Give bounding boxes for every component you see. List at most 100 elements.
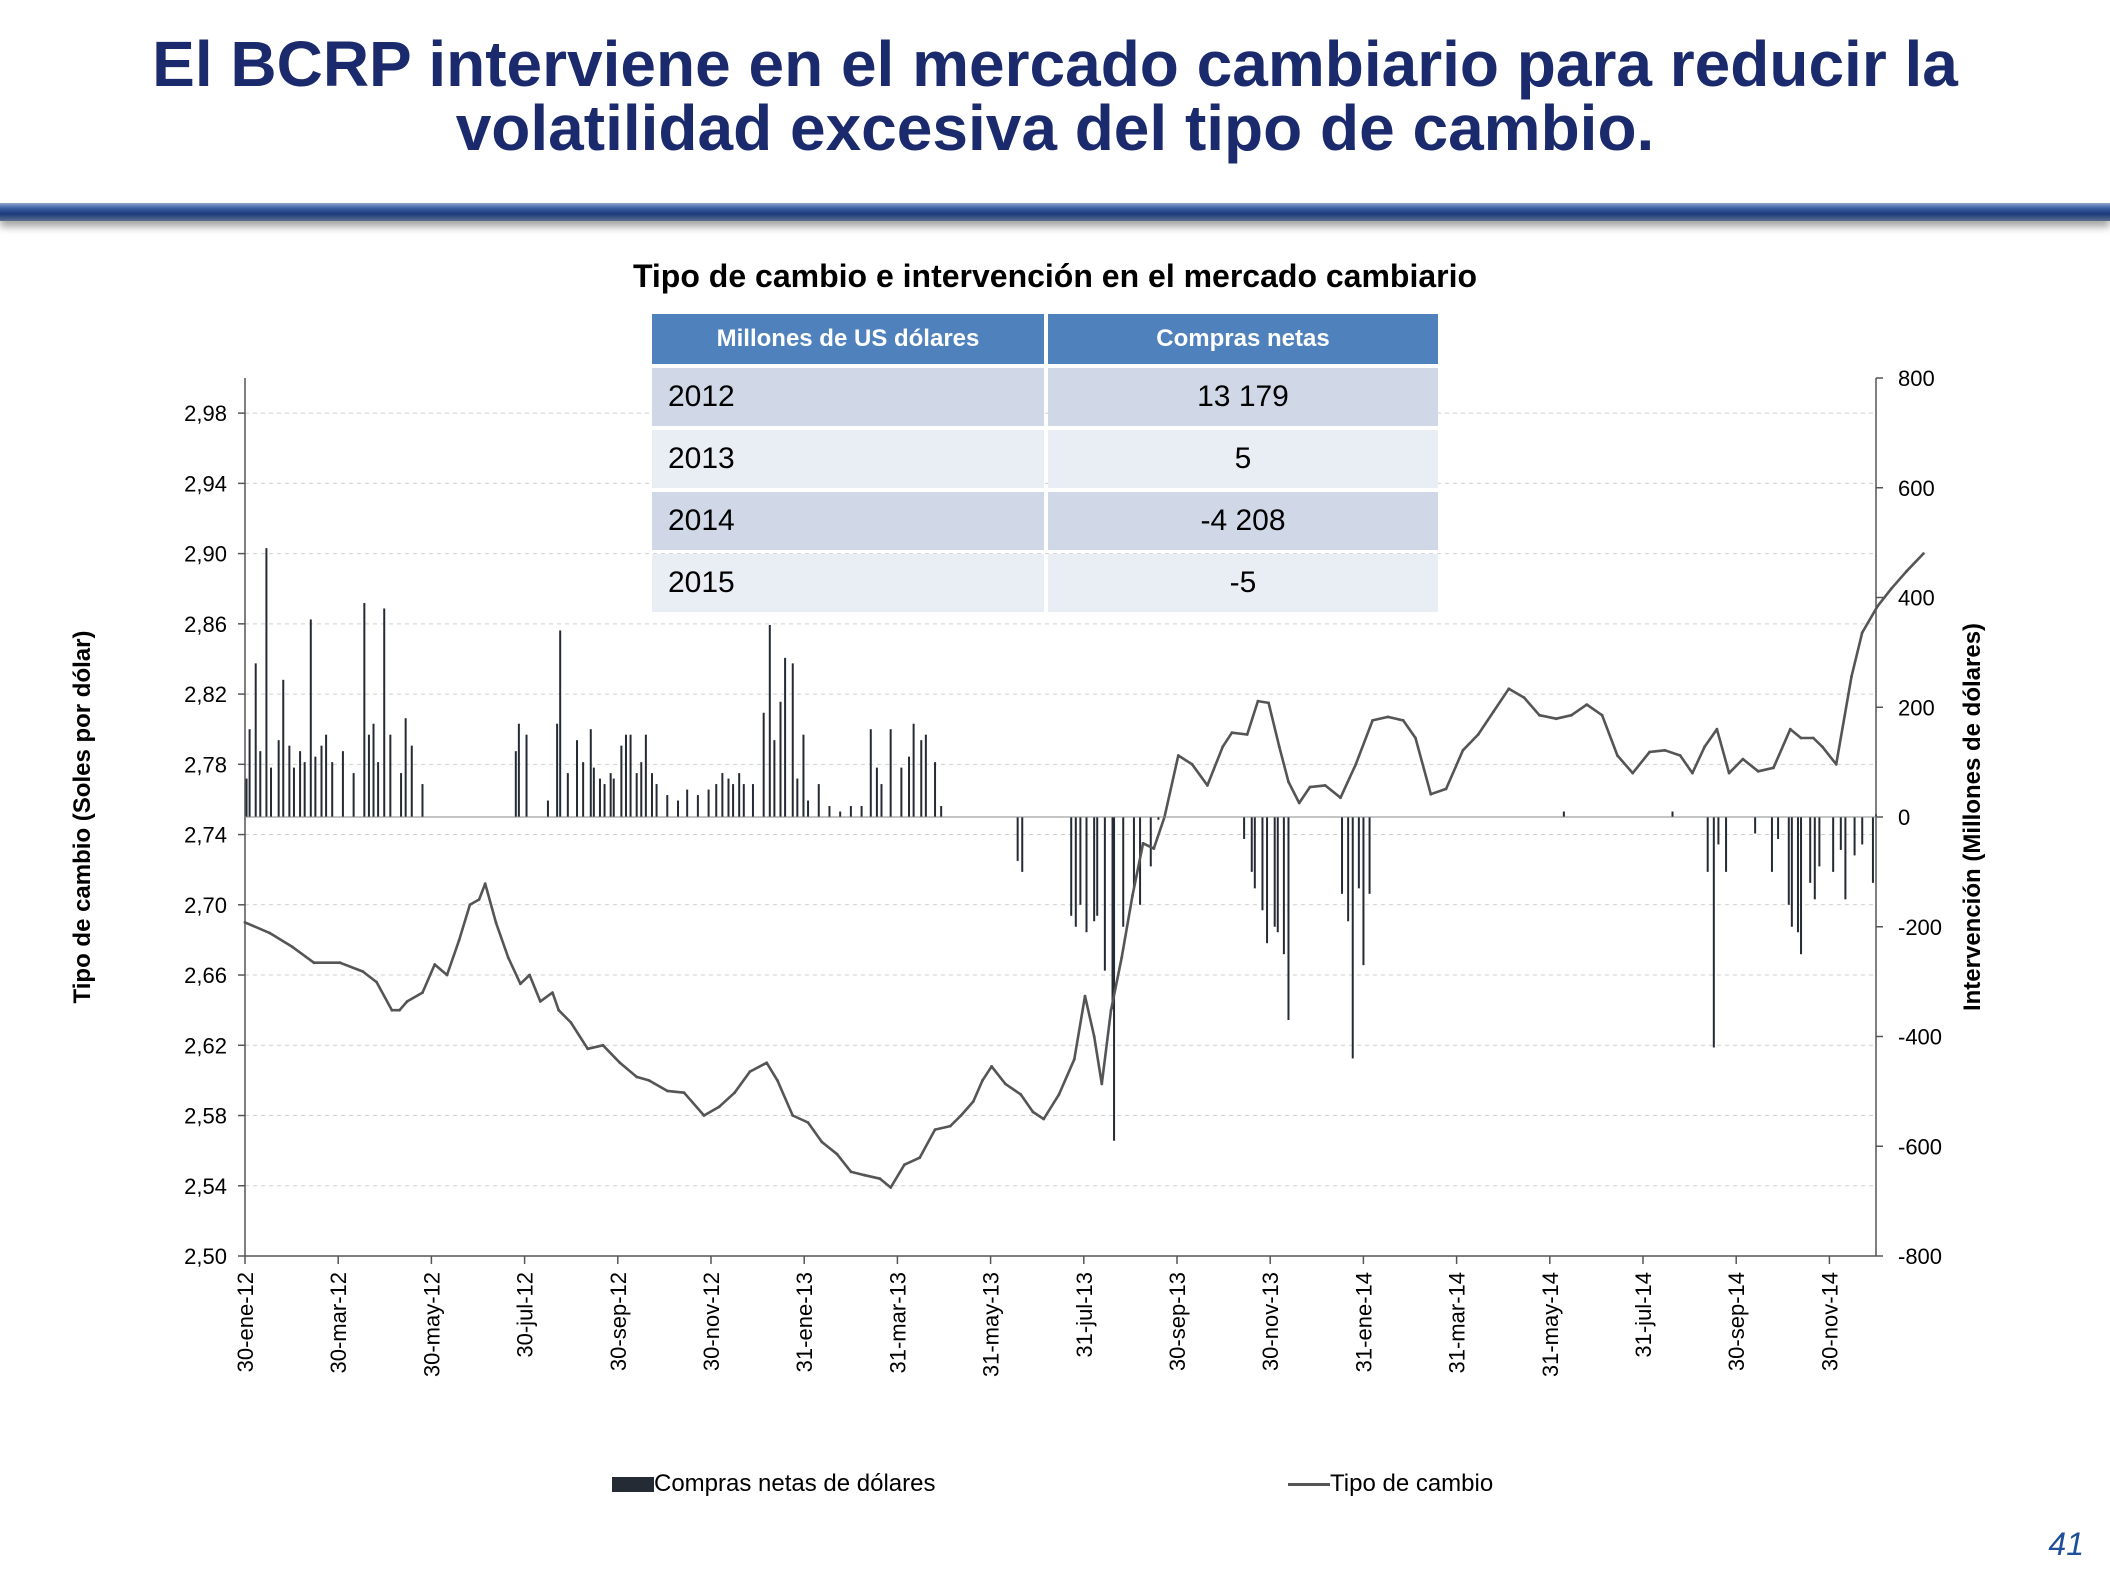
bar <box>546 800 549 817</box>
legend-item-line: Tipo de cambio <box>1288 1470 1493 1498</box>
line-point <box>1339 796 1342 800</box>
x-tick-label: 30-sep-14 <box>1724 1272 1749 1371</box>
bar <box>640 762 643 817</box>
y-left-tick-label: 2,82 <box>184 682 227 707</box>
y-right-tick-label: 600 <box>1898 476 1935 501</box>
x-tick-label: 30-nov-12 <box>699 1272 724 1371</box>
line-point <box>1905 569 1908 573</box>
bar <box>635 773 638 817</box>
x-tick-label: 31-may-14 <box>1538 1272 1563 1377</box>
line-point <box>405 1000 409 1003</box>
line-point <box>1072 1057 1076 1061</box>
bar <box>1796 817 1799 933</box>
bar <box>1706 817 1709 872</box>
bar <box>248 729 251 817</box>
bar <box>1016 817 1019 861</box>
bar <box>1832 817 1835 872</box>
bar <box>696 795 699 817</box>
bar <box>265 548 268 817</box>
y-left-tick-label: 2,78 <box>184 752 227 777</box>
line-point <box>1600 713 1604 717</box>
slide-title: El BCRP interviene en el mercado cambiar… <box>0 32 2110 160</box>
line-point <box>1386 715 1390 719</box>
line-point <box>1190 762 1194 766</box>
bar <box>791 663 794 817</box>
bar <box>1777 817 1780 839</box>
bar <box>314 756 317 817</box>
bar <box>1111 817 1114 1010</box>
bar <box>644 734 647 817</box>
line-point <box>933 1128 937 1131</box>
y-left-axis-title: Tipo de cambio (Soles por dólar) <box>69 631 96 1004</box>
page-number: 41 <box>2048 1526 2084 1562</box>
bar <box>773 740 776 817</box>
line-point <box>1287 780 1290 784</box>
line-point <box>1083 994 1087 998</box>
line-point <box>635 1075 639 1079</box>
bar <box>383 608 386 817</box>
bar <box>742 784 745 817</box>
bar <box>576 740 579 817</box>
line-point <box>1860 631 1864 634</box>
bar <box>288 745 291 817</box>
legend-label-line: Tipo de cambio <box>1330 1470 1494 1497</box>
line-point <box>1297 801 1301 805</box>
bar <box>331 762 334 817</box>
table-cell-year: 2015 <box>652 554 1044 612</box>
line-point <box>702 1114 706 1117</box>
line-point <box>717 1105 721 1109</box>
bar <box>277 740 280 817</box>
bar <box>751 784 754 817</box>
line-point <box>1092 1035 1096 1038</box>
bar <box>245 778 248 817</box>
bar <box>1368 817 1371 894</box>
bar <box>1261 817 1264 911</box>
line-point <box>1663 748 1667 752</box>
line-point <box>682 1091 686 1095</box>
line-point <box>1850 675 1853 678</box>
bar <box>282 679 285 817</box>
bar <box>732 784 735 817</box>
line-point <box>1522 696 1526 699</box>
line-point <box>748 1070 752 1073</box>
bar <box>1562 811 1565 817</box>
bar <box>802 734 805 817</box>
line-point <box>1703 745 1706 749</box>
line-point <box>1277 745 1281 749</box>
line-point <box>1019 1093 1023 1096</box>
bar <box>309 619 312 817</box>
bar <box>1844 817 1847 900</box>
bar <box>1809 817 1812 883</box>
line-point <box>981 1079 984 1082</box>
bar <box>817 784 820 817</box>
table-row: 2013 5 <box>652 430 1438 488</box>
bar <box>352 773 355 817</box>
y-left-tick-label: 2,74 <box>184 823 227 848</box>
bar <box>400 773 403 817</box>
bar <box>1021 817 1024 872</box>
y-left-tick-label: 2,58 <box>184 1104 227 1129</box>
bar <box>721 773 724 817</box>
bar <box>860 806 863 817</box>
legend: Compras netas de dólares Tipo de cambio <box>0 1470 2110 1504</box>
bar <box>762 712 765 817</box>
bar <box>1250 817 1253 872</box>
x-tick-label: 31-ene-13 <box>792 1272 817 1372</box>
bar <box>254 663 257 817</box>
line-point <box>849 1170 853 1174</box>
axes <box>238 377 1883 1264</box>
line-point <box>1741 757 1745 761</box>
x-tick-label: 31-mar-14 <box>1445 1272 1470 1373</box>
line-point <box>528 973 531 977</box>
bar <box>1096 817 1099 916</box>
line-point <box>1834 762 1838 766</box>
line-point <box>1876 604 1879 608</box>
x-tick-label: 30-sep-13 <box>1165 1272 1190 1371</box>
y-left-tick-label: 2,98 <box>184 401 227 426</box>
line-point <box>519 982 522 986</box>
y-left-tick-label: 2,66 <box>184 963 227 988</box>
y-right-axis-title: Intervención (Millones de dólares) <box>1959 623 1986 1011</box>
y-left-tick-label: 2,54 <box>184 1174 227 1199</box>
bar <box>372 723 375 817</box>
bar <box>1282 817 1285 955</box>
